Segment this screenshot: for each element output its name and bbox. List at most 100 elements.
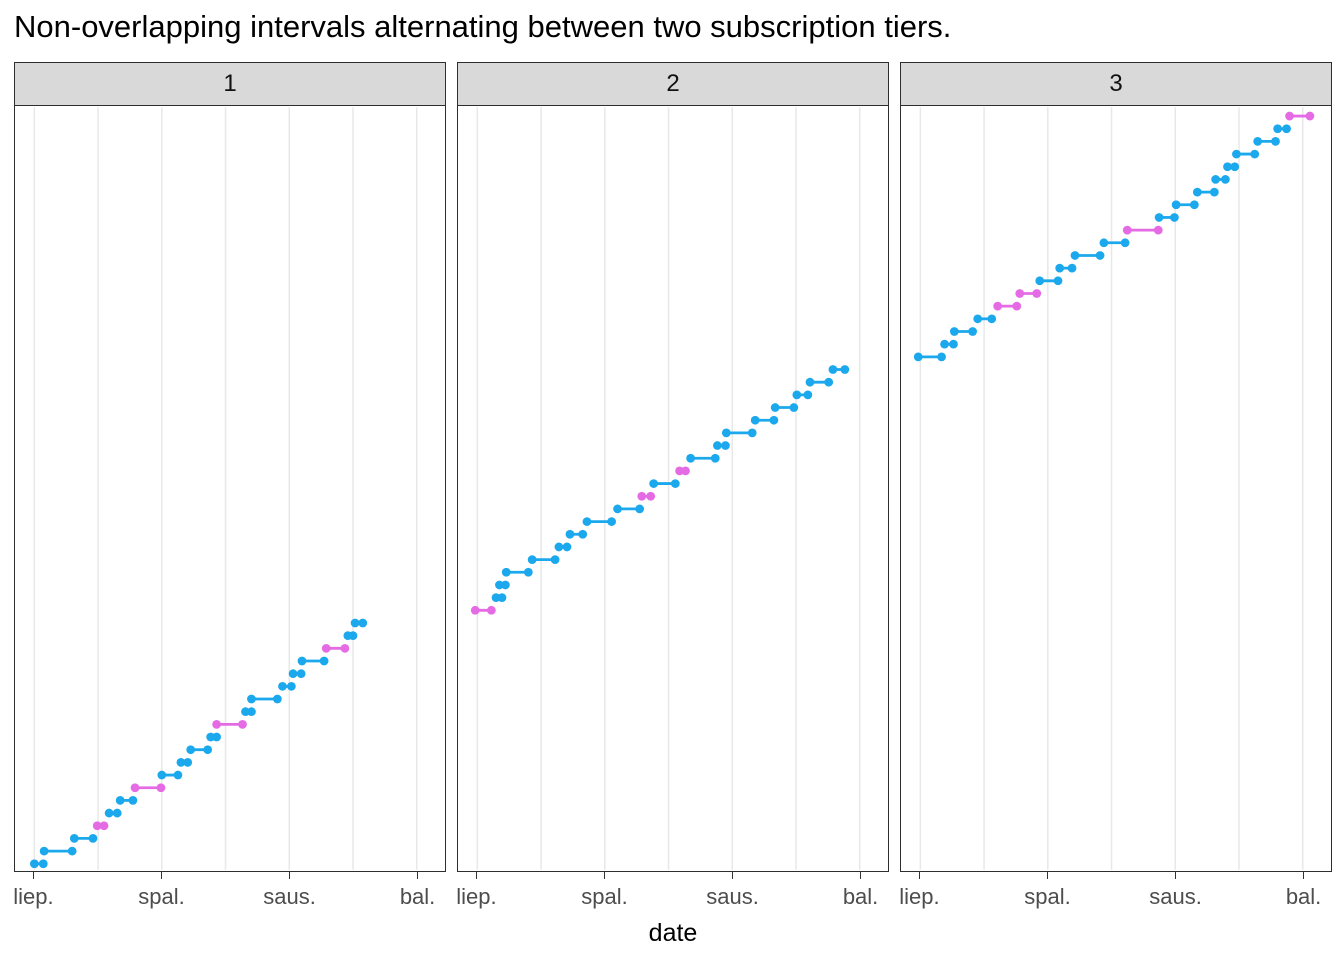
x-tick-mark bbox=[1174, 872, 1177, 879]
facet-plot-area-2 bbox=[457, 106, 889, 872]
interval-endpoint bbox=[212, 732, 221, 742]
interval-endpoint bbox=[527, 555, 537, 564]
interval-endpoint bbox=[968, 327, 977, 336]
interval-endpoint bbox=[1273, 124, 1283, 134]
interval-endpoint bbox=[1067, 263, 1077, 273]
interval-endpoint bbox=[69, 834, 79, 843]
interval-endpoint bbox=[99, 821, 109, 831]
interval-endpoint bbox=[670, 479, 680, 488]
x-tick-label: bal. bbox=[399, 884, 436, 909]
interval-endpoint bbox=[486, 605, 496, 615]
x-tick-mark bbox=[288, 872, 291, 879]
interval-endpoint bbox=[1035, 276, 1045, 286]
interval-endpoint bbox=[203, 745, 213, 755]
interval-endpoint bbox=[115, 796, 125, 805]
interval-endpoint bbox=[789, 403, 799, 412]
x-tick-label: liep. bbox=[13, 884, 54, 909]
interval-endpoint bbox=[1271, 137, 1280, 146]
chart-title: Non-overlapping intervals alternating be… bbox=[14, 9, 952, 44]
interval-endpoint bbox=[769, 415, 779, 425]
interval-endpoint bbox=[501, 567, 511, 577]
interval-endpoint bbox=[1192, 187, 1202, 197]
interval-endpoint bbox=[565, 529, 575, 539]
interval-endpoint bbox=[1122, 225, 1132, 235]
interval-endpoint bbox=[770, 403, 780, 412]
interval-endpoint bbox=[112, 808, 122, 818]
interval-endpoint bbox=[1209, 187, 1219, 197]
x-tick-label: bal. bbox=[1285, 884, 1322, 909]
interval-endpoint bbox=[637, 491, 647, 501]
interval-endpoint bbox=[29, 859, 39, 869]
interval-endpoint bbox=[578, 529, 588, 539]
interval-endpoint bbox=[176, 757, 186, 767]
interval-endpoint bbox=[67, 846, 77, 856]
interval-endpoint bbox=[993, 301, 1003, 311]
x-tick-label: liep. bbox=[899, 884, 940, 909]
interval-endpoint bbox=[348, 631, 358, 641]
interval-endpoint bbox=[38, 859, 48, 869]
x-tick-mark bbox=[859, 872, 862, 879]
interval-endpoint bbox=[238, 719, 247, 729]
x-tick-label: saus. bbox=[263, 884, 316, 909]
x-tick-mark bbox=[1046, 872, 1049, 879]
interval-endpoint bbox=[1012, 301, 1022, 311]
x-tick-mark bbox=[731, 872, 734, 879]
x-tick-mark bbox=[1302, 872, 1305, 879]
interval-endpoint bbox=[1099, 238, 1109, 248]
interval-endpoint bbox=[649, 479, 659, 488]
interval-endpoint bbox=[721, 428, 731, 438]
interval-endpoint bbox=[1211, 175, 1220, 184]
facet-plot-area-1 bbox=[14, 106, 446, 872]
interval-endpoint bbox=[286, 681, 296, 691]
interval-endpoint bbox=[949, 327, 959, 336]
interval-endpoint bbox=[1250, 149, 1260, 159]
interval-endpoint bbox=[157, 770, 167, 780]
interval-endpoint bbox=[1221, 175, 1230, 184]
x-tick-mark bbox=[475, 872, 478, 879]
interval-endpoint bbox=[1170, 213, 1179, 222]
x-tick-label: spal. bbox=[581, 884, 628, 909]
interval-endpoint bbox=[792, 390, 802, 400]
interval-endpoint bbox=[1053, 276, 1063, 286]
interval-endpoint bbox=[550, 555, 560, 564]
interval-endpoint bbox=[721, 441, 730, 450]
interval-endpoint bbox=[1230, 162, 1240, 172]
facet-plot-area-3 bbox=[900, 106, 1332, 872]
interval-endpoint bbox=[173, 770, 183, 780]
interval-endpoint bbox=[937, 352, 946, 362]
interval-endpoint bbox=[1032, 289, 1042, 298]
interval-endpoint bbox=[183, 757, 193, 767]
interval-endpoint bbox=[1120, 238, 1130, 248]
interval-endpoint bbox=[713, 441, 722, 450]
interval-endpoint bbox=[562, 542, 572, 552]
x-tick-label: saus. bbox=[1149, 884, 1202, 909]
interval-endpoint bbox=[747, 428, 757, 438]
interval-endpoint bbox=[186, 745, 196, 755]
interval-endpoint bbox=[321, 643, 331, 653]
interval-endpoint bbox=[523, 567, 533, 577]
interval-endpoint bbox=[973, 314, 983, 324]
interval-endpoint bbox=[296, 669, 306, 679]
interval-endpoint bbox=[607, 517, 616, 526]
facet-panel-1: 1 bbox=[14, 62, 446, 872]
interval-endpoint bbox=[501, 580, 510, 590]
x-tick-mark bbox=[160, 872, 163, 879]
interval-endpoint bbox=[681, 466, 690, 476]
interval-endpoint bbox=[1223, 162, 1232, 172]
interval-endpoint bbox=[340, 643, 350, 653]
interval-endpoint bbox=[1070, 251, 1080, 260]
interval-endpoint bbox=[805, 377, 815, 387]
interval-endpoint bbox=[92, 821, 102, 831]
interval-endpoint bbox=[613, 504, 622, 514]
interval-endpoint bbox=[212, 719, 221, 729]
interval-endpoint bbox=[987, 314, 997, 324]
interval-endpoint bbox=[288, 669, 298, 679]
interval-endpoint bbox=[104, 808, 114, 818]
interval-endpoint bbox=[1153, 225, 1163, 235]
interval-endpoint bbox=[840, 365, 850, 374]
x-tick-label: spal. bbox=[1024, 884, 1071, 909]
interval-endpoint bbox=[319, 656, 329, 666]
interval-endpoint bbox=[247, 707, 256, 717]
x-tick-mark bbox=[918, 872, 921, 879]
interval-endpoint bbox=[1055, 263, 1065, 273]
